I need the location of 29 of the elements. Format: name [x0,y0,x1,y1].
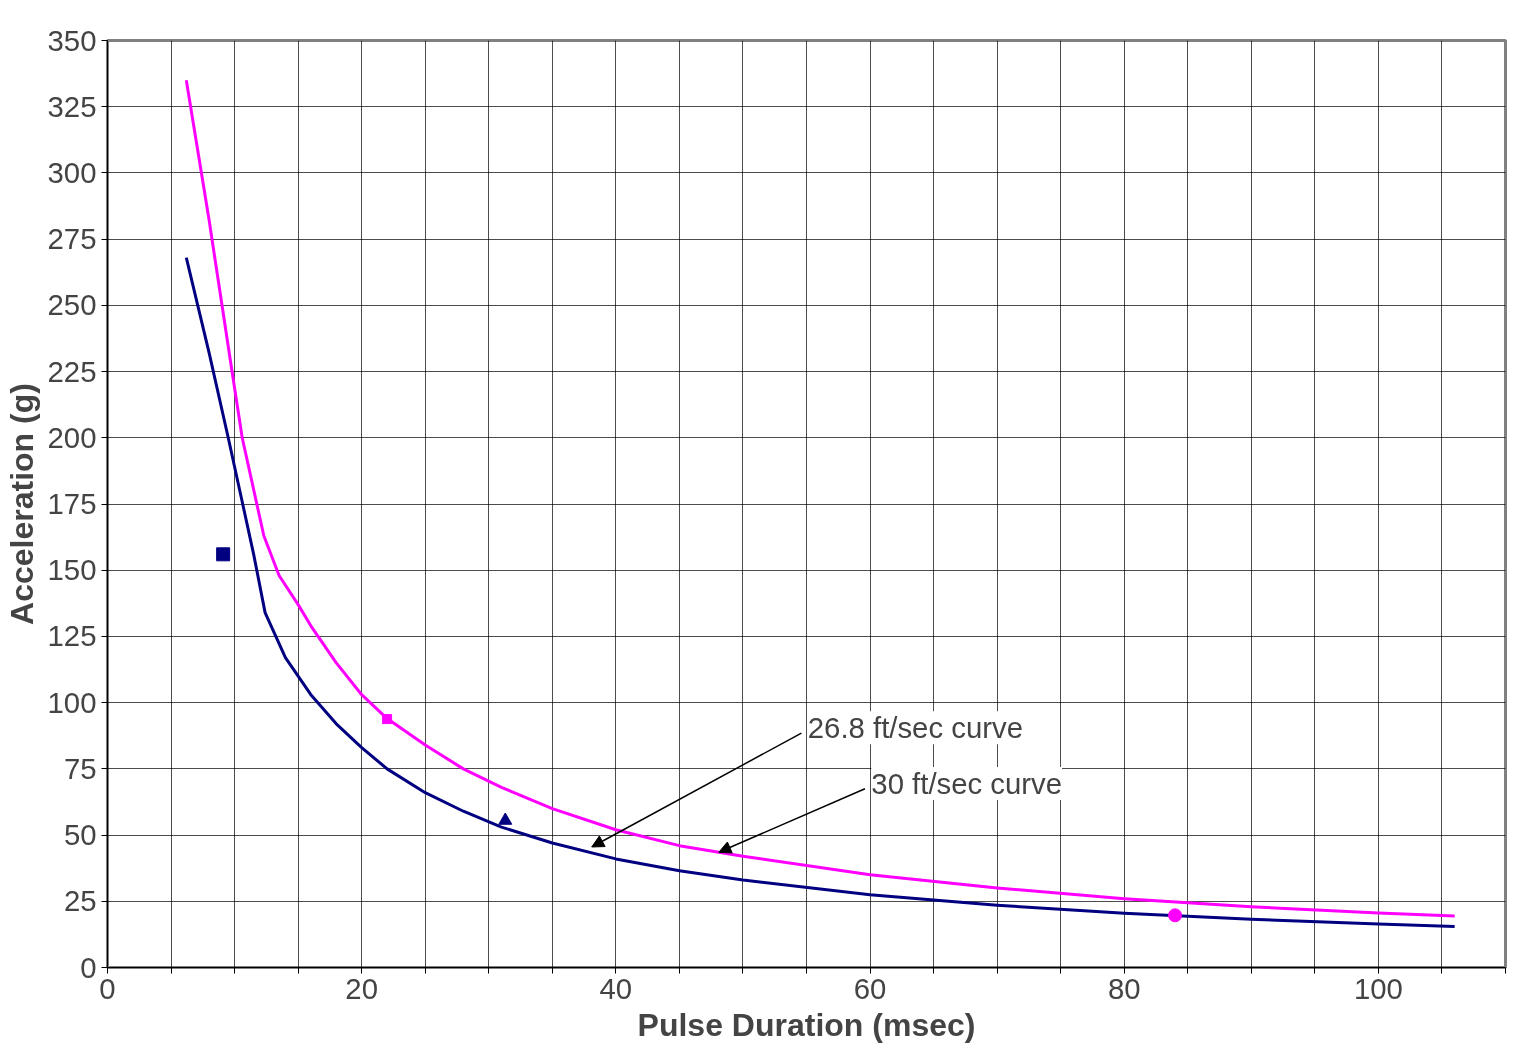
y-tick-label: 25 [63,884,97,918]
y-tick-label: 300 [47,155,97,189]
x-tick-label: 60 [853,971,887,1005]
x-tick-label: 40 [599,971,633,1005]
x-tick-label: 80 [1107,971,1141,1005]
line-series [184,78,1457,918]
y-tick-label: 200 [47,420,97,454]
y-tick-label: 0 [80,950,97,984]
y-tick-label: 225 [47,354,97,388]
point [216,547,231,562]
y-axis-title: Acceleration (g) [3,383,40,625]
y-tick-label: 150 [47,553,97,587]
y-tick-label: 75 [63,751,97,785]
y-tick-label: 50 [63,818,97,852]
point [382,714,393,725]
y-tick-label: 250 [47,288,97,322]
line-series [184,256,1457,928]
annotation: 30 ft/sec curve [871,766,1063,800]
y-tick-label: 325 [47,89,97,123]
x-axis-title: Pulse Duration (msec) [637,1006,976,1043]
x-tick-label: 100 [1353,971,1403,1005]
y-tick-label: 275 [47,222,97,256]
point [1168,908,1183,923]
y-tick-label: 350 [47,23,97,57]
y-tick-label: 175 [47,487,97,520]
x-tick-label: 20 [345,971,378,1005]
y-tick-label: 125 [47,619,97,653]
annotation: 26.8 ft/sec curve [807,711,1023,745]
y-tick-label: 100 [47,685,97,719]
